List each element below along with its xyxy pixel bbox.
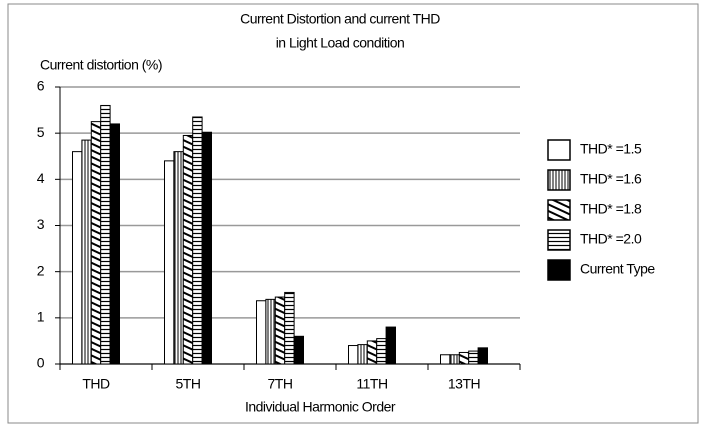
bar bbox=[477, 347, 489, 365]
legend-label: Current Type bbox=[580, 261, 655, 277]
y-tick-label: 6 bbox=[37, 78, 45, 94]
x-tick-label: 13TH bbox=[448, 376, 480, 392]
y-tick-label: 0 bbox=[37, 355, 45, 371]
bar bbox=[201, 131, 213, 365]
legend-swatch bbox=[547, 229, 571, 251]
bar bbox=[366, 340, 378, 365]
legend-label: THD* =1.6 bbox=[580, 171, 642, 187]
chart-title: Current Distortion and current THD bbox=[240, 11, 440, 27]
legend-swatch bbox=[547, 259, 571, 281]
legend-label: THD* =2.0 bbox=[580, 231, 642, 247]
y-tick-label: 4 bbox=[37, 170, 45, 186]
x-axis-label: Individual Harmonic Order bbox=[245, 399, 396, 415]
legend-swatch bbox=[547, 169, 571, 191]
legend-swatch bbox=[547, 139, 571, 161]
bar bbox=[90, 121, 102, 365]
y-axis-label: Current distortion (%) bbox=[40, 57, 162, 73]
bar bbox=[376, 338, 387, 365]
bar bbox=[81, 139, 92, 365]
bar bbox=[284, 291, 295, 365]
bar bbox=[449, 354, 460, 365]
bar bbox=[265, 298, 276, 365]
x-tick-label: 7TH bbox=[268, 376, 293, 392]
bar bbox=[274, 296, 286, 365]
bar bbox=[100, 104, 111, 365]
bar bbox=[348, 345, 359, 365]
bar bbox=[192, 116, 203, 365]
x-tick-label: 11TH bbox=[356, 376, 387, 392]
bar bbox=[385, 326, 397, 365]
bar bbox=[256, 300, 267, 365]
legend-label: THD* =1.8 bbox=[580, 201, 642, 217]
bar bbox=[109, 123, 120, 365]
y-tick-label: 1 bbox=[37, 309, 45, 325]
chart-title: in Light Load condition bbox=[276, 35, 405, 51]
bar bbox=[164, 160, 175, 365]
bar bbox=[182, 134, 194, 365]
y-tick-label: 5 bbox=[37, 124, 45, 140]
bar bbox=[468, 350, 479, 365]
legend-label: THD* =1.5 bbox=[580, 141, 642, 157]
bar bbox=[440, 354, 451, 365]
bar bbox=[458, 351, 470, 365]
y-tick-label: 2 bbox=[37, 262, 45, 278]
bar bbox=[173, 151, 184, 365]
bar bbox=[72, 151, 83, 365]
bar bbox=[357, 344, 368, 365]
legend-swatch bbox=[547, 199, 571, 221]
y-tick-label: 3 bbox=[37, 216, 45, 232]
x-tick-label: 5TH bbox=[176, 376, 201, 392]
bar bbox=[293, 335, 305, 365]
x-tick-label: THD bbox=[82, 376, 110, 392]
